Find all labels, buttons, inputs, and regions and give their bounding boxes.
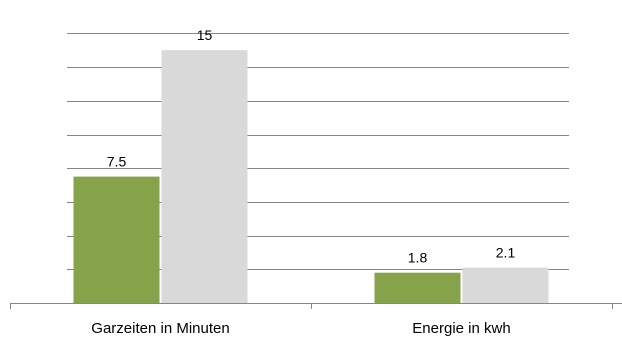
data-label: 1.8 <box>408 250 428 266</box>
x-tick-label: Garzeiten in Minuten <box>91 320 229 337</box>
data-labels: 7.5 15 Garzeiten in Minuten 1.8 2.1 Energie i… <box>91 27 515 337</box>
bar <box>462 267 549 303</box>
x-tick-label: Energie in kwh <box>412 320 510 337</box>
data-label: 2.1 <box>496 245 516 261</box>
data-label: 15 <box>197 27 213 43</box>
bar <box>73 176 160 303</box>
bar <box>161 50 248 304</box>
bars <box>73 50 549 304</box>
x-axis <box>10 303 622 309</box>
data-label: 7.5 <box>107 154 127 170</box>
bar <box>374 272 461 303</box>
